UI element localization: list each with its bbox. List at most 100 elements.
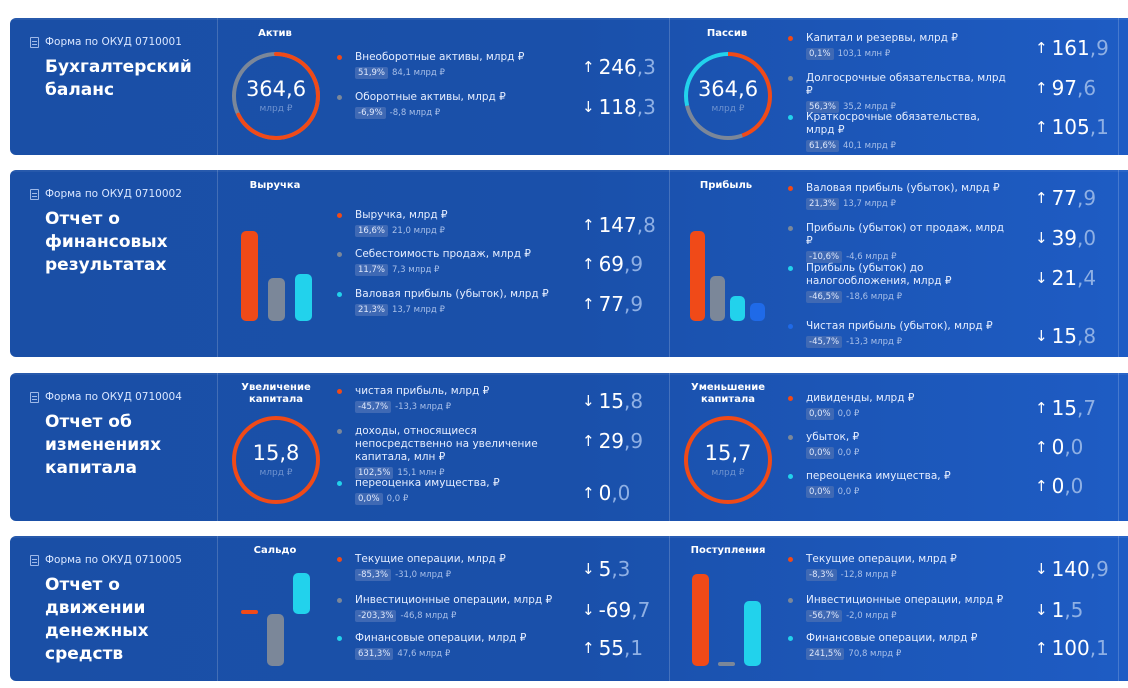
chart-bar[interactable]	[710, 275, 725, 321]
percent-badge: 102,5%	[355, 467, 394, 479]
percent-badge: -45,7%	[355, 401, 392, 413]
chart-bar[interactable]	[690, 231, 705, 321]
list-item[interactable]: Прибыль (убыток) до налогообложения, млр…	[788, 262, 1011, 303]
delta-value: 13,7 млрд ₽	[843, 199, 896, 209]
card-title[interactable]: Бухгалтерский баланс	[45, 57, 192, 100]
metric-decimal: ,5	[1064, 598, 1084, 622]
metric-integer: 0	[598, 481, 612, 505]
metric-integer: 29	[598, 429, 625, 453]
item-meta: -45,7% -13,3 млрд ₽	[355, 401, 560, 413]
item-meta: 631,3% 47,6 млрд ₽	[355, 648, 560, 660]
item-meta: -203,3% -46,8 млрд ₽	[355, 610, 560, 622]
document-icon	[30, 188, 39, 200]
chart-bar[interactable]	[241, 231, 258, 321]
metric-value: ↑ 105,1	[1035, 115, 1109, 139]
item-meta: 0,0% 0,0 ₽	[806, 447, 1011, 459]
ring-svg	[232, 52, 320, 140]
asset-ring-chart[interactable]: 364,6 млрд ₽	[230, 50, 322, 142]
list-item[interactable]: Краткосрочные обязательства, млрд ₽ 61,6%…	[788, 111, 1011, 152]
card-title[interactable]: Отчет об изменениях капитала	[45, 412, 162, 478]
chart-bar[interactable]	[750, 302, 765, 321]
list-item[interactable]: Оборотные активы, млрд ₽ -6,9% -8,8 млрд ₽	[337, 91, 560, 119]
delta-value: 15,1 млн ₽	[397, 468, 445, 478]
arrow-down-icon: ↓	[582, 392, 595, 410]
card-financial-results: Форма по ОКУД 0710002 Отчет о финансовых…	[10, 170, 1128, 357]
metric-integer: -69	[598, 598, 632, 622]
legend-dot	[337, 389, 342, 394]
divider	[669, 170, 670, 357]
legend-dot	[788, 115, 793, 120]
list-item[interactable]: переоценка имущества, ₽ 0,0% 0,0 ₽	[788, 470, 1011, 498]
form-code: Форма по ОКУД 0710001	[30, 36, 182, 48]
divider	[1118, 18, 1119, 155]
percent-badge: -45,7%	[806, 336, 843, 348]
item-meta: 61,6% 40,1 млрд ₽	[806, 140, 1011, 152]
list-item[interactable]: Выручка, млрд ₽ 16,6% 21,0 млрд ₽	[337, 209, 560, 237]
arrow-up-icon: ↑	[582, 639, 595, 657]
chart-title: Выручка	[249, 180, 301, 191]
ring-total: 364,6	[697, 77, 759, 101]
list-item[interactable]: Финансовые операции, млрд ₽ 241,5% 70,8 мл…	[788, 632, 1011, 660]
metric-integer: 0	[1051, 474, 1065, 498]
list-item[interactable]: Внеоборотные активы, млрд ₽ 51,9% 84,1 млр…	[337, 51, 560, 79]
chart-bar[interactable]	[692, 574, 709, 666]
list-item[interactable]: Текущие операции, млрд ₽ -8,3% -12,8 млрд …	[788, 553, 1011, 581]
capital-increase-ring-chart[interactable]: 15,8 млрд ₽	[230, 414, 322, 506]
metric-value: ↓ -69,7	[582, 598, 650, 622]
metric-decimal: ,9	[624, 429, 644, 453]
list-item[interactable]: Долгосрочные обязательства, млрд ₽ 56,3% 3…	[788, 72, 1011, 113]
list-item[interactable]: Чистая прибыль (убыток), млрд ₽ -45,7% -13…	[788, 320, 1011, 348]
chart-bar[interactable]	[293, 572, 310, 614]
delta-value: -8,8 млрд ₽	[389, 108, 441, 118]
list-item[interactable]: Валовая прибыль (убыток), млрд ₽ 21,3% 13,…	[337, 288, 560, 316]
delta-value: -46,8 млрд ₽	[400, 611, 457, 621]
chart-title: Поступления	[690, 545, 766, 556]
percent-badge: 0,1%	[806, 48, 834, 60]
chart-title: Прибыль	[699, 180, 753, 191]
list-item[interactable]: убыток, ₽ 0,0% 0,0 ₽	[788, 431, 1011, 459]
list-item[interactable]: переоценка имущества, ₽ 0,0% 0,0 ₽	[337, 477, 560, 505]
chart-bar[interactable]	[267, 614, 284, 666]
chart-bar[interactable]	[241, 610, 258, 614]
card-cash-flow: Форма по ОКУД 0710005 Отчет о движении д…	[10, 536, 1128, 681]
item-label: Выручка, млрд ₽	[355, 209, 448, 221]
item-meta: 0,0% 0,0 ₽	[806, 408, 1011, 420]
list-item[interactable]: чистая прибыль, млрд ₽ -45,7% -13,3 млрд ₽	[337, 385, 560, 413]
card-title[interactable]: Отчет о движении денежных средств	[45, 575, 149, 664]
list-item[interactable]: Инвестиционные операции, млрд ₽ -56,7% -2,…	[788, 594, 1011, 622]
list-item[interactable]: Прибыль (убыток) от продаж, млрд ₽ -10,6%…	[788, 222, 1011, 263]
metric-decimal: ,1	[1089, 636, 1109, 660]
ring-svg	[684, 52, 772, 140]
percent-badge: 21,3%	[355, 304, 389, 316]
chart-title: Актив	[258, 28, 292, 39]
delta-value: 70,8 млрд ₽	[848, 649, 902, 659]
list-item[interactable]: Текущие операции, млрд ₽ -85,3% -31,0 млрд…	[337, 553, 560, 581]
list-item[interactable]: Себестоимость продаж, млрд ₽ 11,7% 7,3 млр…	[337, 248, 560, 276]
chart-bar[interactable]	[730, 296, 745, 321]
list-item[interactable]: Финансовые операции, млрд ₽ 631,3% 47,6 мл…	[337, 632, 560, 660]
item-label: Чистая прибыль (убыток), млрд ₽	[806, 320, 993, 332]
divider	[1118, 373, 1119, 521]
item-meta: 0,0% 0,0 ₽	[806, 486, 1011, 498]
chart-bar[interactable]	[268, 278, 285, 321]
capital-decrease-ring-chart[interactable]: 15,7 млрд ₽	[682, 414, 774, 506]
card-title[interactable]: Отчет о финансовых результатах	[45, 209, 168, 275]
list-item[interactable]: Валовая прибыль (убыток), млрд ₽ 21,3% 13,…	[788, 182, 1011, 210]
item-meta: -6,9% -8,8 млрд ₽	[355, 107, 560, 119]
card-balance: Форма по ОКУД 0710001 Бухгалтерский бала…	[10, 18, 1128, 155]
list-item[interactable]: Инвестиционные операции, млрд ₽ -203,3% -4…	[337, 594, 560, 622]
ring-total: 15,7	[704, 441, 752, 465]
list-item[interactable]: доходы, относящиеся непосредственно на у…	[337, 425, 560, 479]
item-meta: -8,3% -12,8 млрд ₽	[806, 569, 1011, 581]
chart-title: Пассив	[706, 28, 748, 39]
chart-bar[interactable]	[744, 600, 761, 666]
chart-bar[interactable]	[295, 273, 312, 321]
item-label: Текущие операции, млрд ₽	[806, 553, 957, 565]
legend-dot	[337, 292, 342, 297]
list-item[interactable]: дивиденды, млрд ₽ 0,0% 0,0 ₽	[788, 392, 1011, 420]
delta-value: 21,0 млрд ₽	[392, 226, 445, 236]
liabilities-ring-chart[interactable]: 364,6 млрд ₽	[682, 50, 774, 142]
legend-dot	[337, 55, 342, 60]
chart-bar[interactable]	[718, 662, 735, 666]
list-item[interactable]: Капитал и резервы, млрд ₽ 0,1% 103,1 млн ₽	[788, 32, 1011, 60]
